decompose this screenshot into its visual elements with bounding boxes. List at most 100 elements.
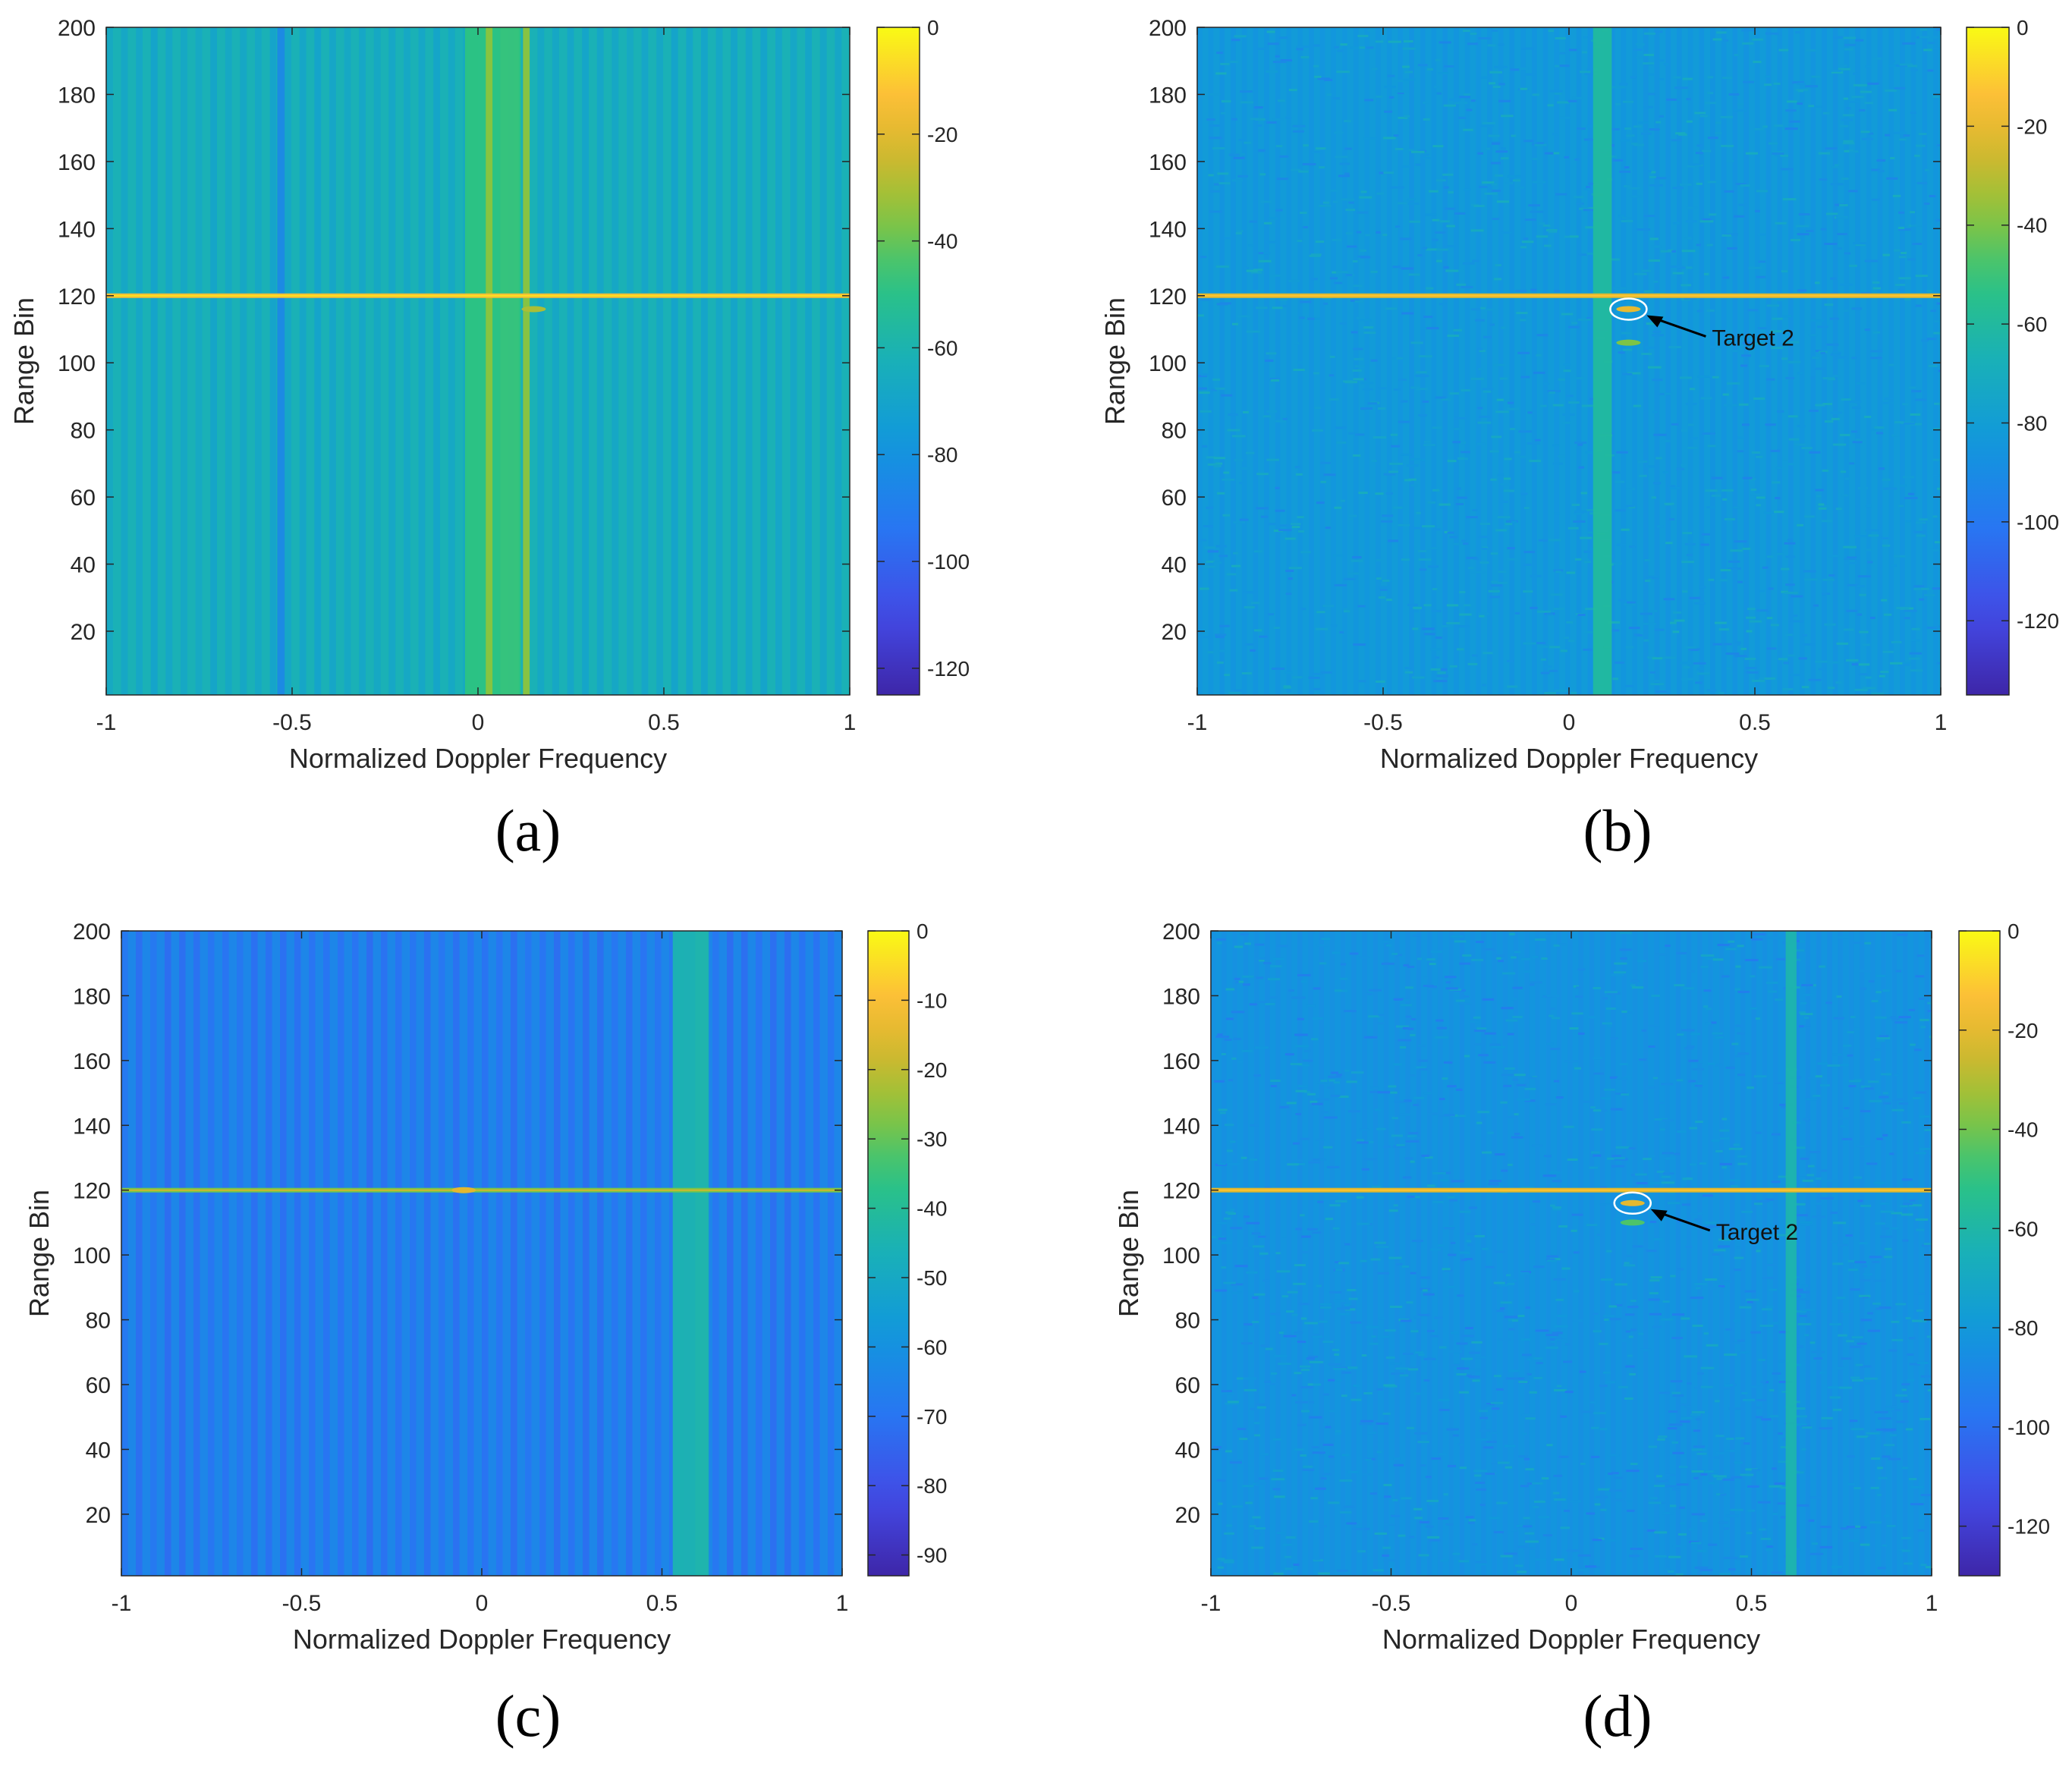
stripe-texture: [323, 931, 330, 1576]
noise-speckle: [1734, 53, 1739, 56]
noise-speckle: [1503, 1084, 1512, 1087]
noise-speckle: [1564, 1391, 1574, 1394]
noise-speckle: [1505, 1019, 1518, 1022]
stripe-texture: [1632, 931, 1638, 1576]
noise-speckle: [1929, 1142, 1932, 1145]
noise-speckle: [1604, 991, 1618, 994]
stripe-texture: [770, 931, 777, 1576]
noise-speckle: [1728, 1568, 1736, 1571]
noise-speckle: [1718, 1245, 1731, 1248]
noise-speckle: [1850, 403, 1857, 406]
noise-speckle: [1435, 1019, 1444, 1022]
noise-speckle: [1817, 325, 1828, 329]
noise-speckle: [1501, 147, 1506, 150]
noise-speckle: [1901, 1467, 1908, 1470]
noise-speckle: [1204, 546, 1216, 549]
noise-speckle: [1586, 508, 1595, 511]
noise-speckle: [1561, 313, 1574, 316]
noise-speckle: [1344, 1243, 1350, 1246]
noise-speckle: [1430, 648, 1442, 651]
noise-speckle: [1278, 1363, 1292, 1366]
noise-speckle: [1803, 1024, 1811, 1027]
noise-speckle: [1649, 1024, 1660, 1027]
noise-speckle: [1633, 404, 1642, 407]
noise-speckle: [1393, 388, 1401, 391]
noise-speckle: [1253, 550, 1263, 553]
noise-speckle: [1324, 78, 1333, 81]
noise-speckle: [1297, 239, 1303, 242]
noise-speckle: [1877, 1493, 1882, 1496]
y-tick-label: 80: [1162, 419, 1187, 444]
noise-speckle: [1637, 634, 1643, 637]
noise-speckle: [1463, 188, 1471, 191]
noise-speckle: [1253, 1074, 1261, 1077]
noise-speckle: [1386, 944, 1392, 947]
noise-speckle: [1607, 1454, 1620, 1457]
noise-speckle: [1766, 936, 1781, 939]
noise-speckle: [1800, 1013, 1813, 1016]
noise-speckle: [1220, 1559, 1234, 1562]
noise-speckle: [1328, 374, 1335, 377]
noise-speckle: [1413, 1196, 1420, 1199]
colorbar-tick-label: -80: [927, 443, 957, 467]
noise-speckle: [1291, 1394, 1297, 1397]
noise-speckle: [1405, 1140, 1420, 1143]
noise-speckle: [1911, 627, 1920, 630]
noise-speckle: [1624, 1397, 1633, 1400]
noise-speckle: [1756, 275, 1765, 278]
noise-speckle: [1332, 271, 1338, 274]
noise-speckle: [1859, 970, 1872, 973]
stripe-texture: [627, 27, 634, 695]
stripe-texture: [1687, 27, 1693, 695]
noise-speckle: [1784, 591, 1798, 594]
noise-speckle: [1332, 1348, 1340, 1351]
noise-speckle: [1747, 1300, 1753, 1303]
noise-speckle: [1792, 949, 1805, 952]
stripe-texture: [136, 931, 143, 1576]
noise-speckle: [1466, 1240, 1472, 1243]
noise-speckle: [1927, 1010, 1932, 1013]
noise-speckle: [1338, 1096, 1349, 1099]
noise-speckle: [1299, 316, 1305, 319]
noise-speckle: [1234, 1265, 1248, 1268]
noise-speckle: [1583, 188, 1591, 191]
noise-speckle: [1276, 178, 1289, 181]
stripe-texture: [1877, 27, 1883, 695]
noise-speckle: [1391, 1372, 1404, 1375]
noise-speckle: [1358, 956, 1369, 959]
noise-speckle: [1552, 1208, 1561, 1211]
noise-speckle: [1689, 596, 1701, 599]
noise-speckle: [1797, 523, 1804, 527]
noise-speckle: [1819, 1371, 1826, 1374]
noise-speckle: [1670, 621, 1677, 624]
stripe-texture: [136, 27, 143, 695]
noise-speckle: [1916, 534, 1926, 537]
noise-speckle: [1447, 1085, 1457, 1088]
noise-speckle: [1707, 181, 1716, 184]
noise-speckle: [1820, 228, 1827, 231]
noise-speckle: [1606, 1539, 1616, 1542]
noise-speckle: [1287, 1291, 1298, 1294]
noise-speckle: [1538, 645, 1548, 648]
noise-speckle: [1438, 72, 1448, 75]
noise-speckle: [1697, 375, 1709, 378]
noise-speckle: [1553, 1498, 1566, 1501]
noise-speckle: [1378, 586, 1390, 589]
noise-speckle: [1900, 1400, 1909, 1403]
noise-speckle: [1548, 669, 1558, 672]
noise-speckle: [1863, 415, 1872, 418]
noise-speckle: [1221, 394, 1233, 397]
noise-speckle: [1725, 1328, 1732, 1331]
noise-speckle: [1488, 589, 1500, 593]
noise-speckle: [1218, 1108, 1228, 1111]
noise-speckle: [1233, 156, 1245, 159]
noise-speckle: [1701, 533, 1710, 536]
noise-speckle: [1385, 492, 1393, 495]
noise-speckle: [1479, 522, 1491, 525]
noise-speckle: [1712, 1139, 1720, 1142]
stripe-texture: [1710, 27, 1715, 695]
stripe-texture: [1331, 27, 1337, 695]
noise-speckle: [1721, 144, 1734, 147]
noise-speckle: [1774, 1081, 1784, 1084]
noise-speckle: [1743, 80, 1755, 83]
